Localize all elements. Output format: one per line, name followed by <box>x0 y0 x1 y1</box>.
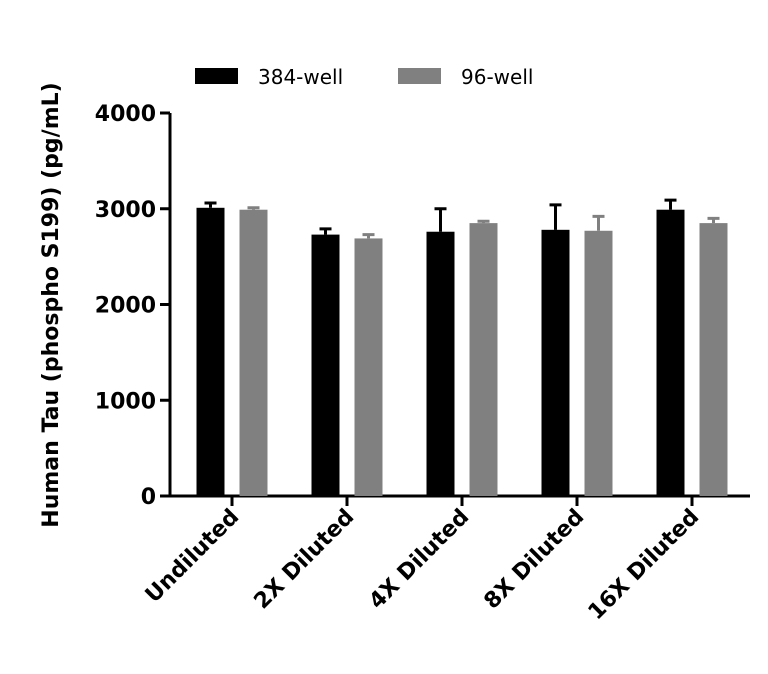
error-bar <box>362 233 375 239</box>
x-tick-label: 4X Diluted <box>365 505 475 615</box>
error-bar <box>247 206 260 210</box>
bar <box>354 238 383 496</box>
error-bar <box>319 227 332 235</box>
bar <box>469 223 498 497</box>
bar <box>426 231 455 497</box>
bar <box>656 209 685 496</box>
y-tick-label: 2000 <box>95 294 156 319</box>
y-tick-label: 0 <box>141 485 156 510</box>
bar <box>239 209 268 496</box>
error-bar <box>477 219 490 224</box>
legend-label: 384-well <box>258 65 343 89</box>
error-bar <box>707 216 720 224</box>
error-bar <box>434 207 447 232</box>
y-tick-label: 1000 <box>95 389 156 414</box>
legend-swatch <box>195 68 238 84</box>
y-tick-label: 3000 <box>95 198 156 223</box>
bar <box>541 229 570 496</box>
bar <box>196 207 225 497</box>
error-bar <box>664 198 677 210</box>
legend-swatch <box>398 68 441 84</box>
bar <box>584 230 613 496</box>
y-axis-title: Human Tau (phospho S199) (pg/mL) <box>39 82 64 527</box>
x-tick-label: 16X Diluted <box>584 505 705 626</box>
x-tick-label: Undiluted <box>141 505 244 608</box>
x-tick-label: 2X Diluted <box>250 505 360 615</box>
x-tick-label: 8X Diluted <box>480 505 590 615</box>
legend-label: 96-well <box>461 65 533 89</box>
bar <box>699 223 728 497</box>
error-bar <box>204 201 217 208</box>
error-bar <box>592 214 605 231</box>
y-tick-label: 4000 <box>95 102 156 127</box>
bar <box>311 234 340 497</box>
error-bar <box>549 203 562 230</box>
